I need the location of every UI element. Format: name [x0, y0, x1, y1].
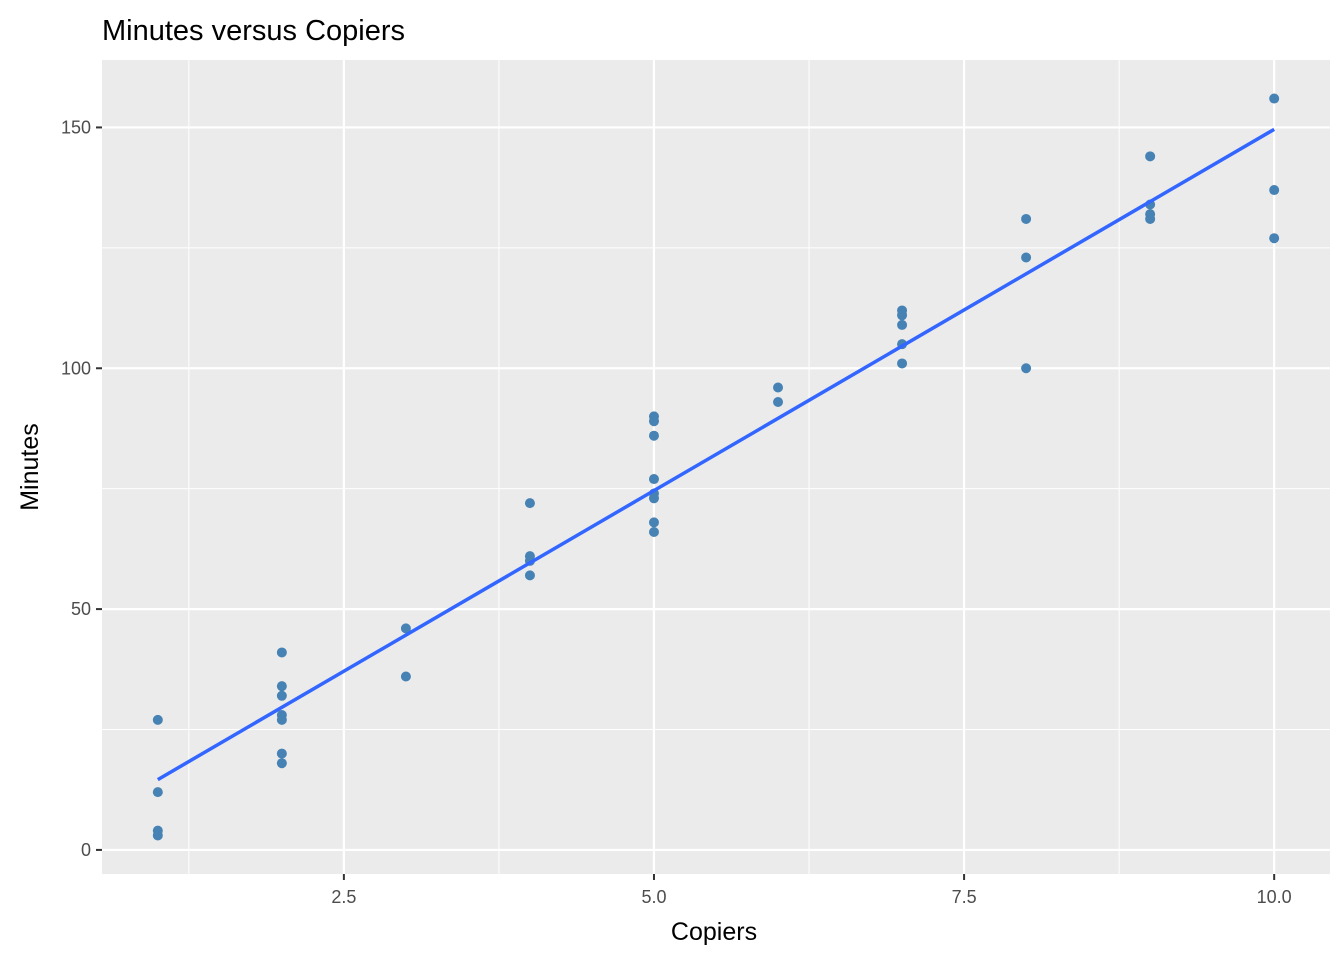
data-point — [400, 671, 411, 682]
plot-panel — [102, 60, 1330, 874]
data-point — [897, 319, 908, 330]
data-point — [897, 310, 908, 321]
data-point — [152, 787, 163, 798]
fit-line — [156, 127, 1276, 782]
data-point — [276, 647, 287, 658]
x-tick-label: 2.5 — [331, 887, 356, 907]
data-point — [1269, 233, 1280, 244]
y-tick-label: 150 — [61, 117, 91, 137]
data-point — [1021, 252, 1032, 263]
data-point — [1269, 93, 1280, 104]
x-tick-label: 10.0 — [1257, 887, 1292, 907]
data-point — [1021, 213, 1032, 224]
data-point — [897, 358, 908, 369]
data-point — [524, 498, 535, 509]
x-tick-label: 7.5 — [952, 887, 977, 907]
y-tick-label: 0 — [81, 840, 91, 860]
y-tick-label: 100 — [61, 358, 91, 378]
y-axis: 0 50 100 150 — [61, 117, 102, 860]
data-points — [152, 93, 1280, 841]
x-tick-label: 5.0 — [641, 887, 666, 907]
data-point — [276, 748, 287, 759]
data-point — [524, 570, 535, 581]
data-point — [648, 517, 659, 528]
data-point — [648, 474, 659, 485]
data-point — [276, 690, 287, 701]
data-point — [152, 714, 163, 725]
data-point — [648, 527, 659, 538]
data-point — [276, 714, 287, 725]
y-tick-label: 50 — [71, 599, 91, 619]
data-point — [400, 623, 411, 634]
y-axis-title: Minutes — [16, 423, 44, 511]
data-point — [1145, 213, 1156, 224]
fit-line-layer — [156, 127, 1276, 782]
data-point — [1021, 363, 1032, 374]
data-point — [773, 396, 784, 407]
x-axis: 2.5 5.0 7.5 10.0 — [331, 874, 1292, 907]
data-point — [648, 430, 659, 441]
data-point — [648, 493, 659, 504]
data-point — [276, 758, 287, 769]
data-point — [276, 681, 287, 692]
chart-title: Minutes versus Copiers — [102, 15, 405, 47]
data-point — [648, 416, 659, 427]
x-axis-title: Copiers — [671, 918, 757, 946]
data-point — [1269, 185, 1280, 196]
minor-gridlines — [102, 60, 1330, 874]
data-point — [1145, 151, 1156, 162]
major-gridlines — [102, 60, 1330, 874]
data-point — [152, 830, 163, 841]
data-point — [773, 382, 784, 393]
